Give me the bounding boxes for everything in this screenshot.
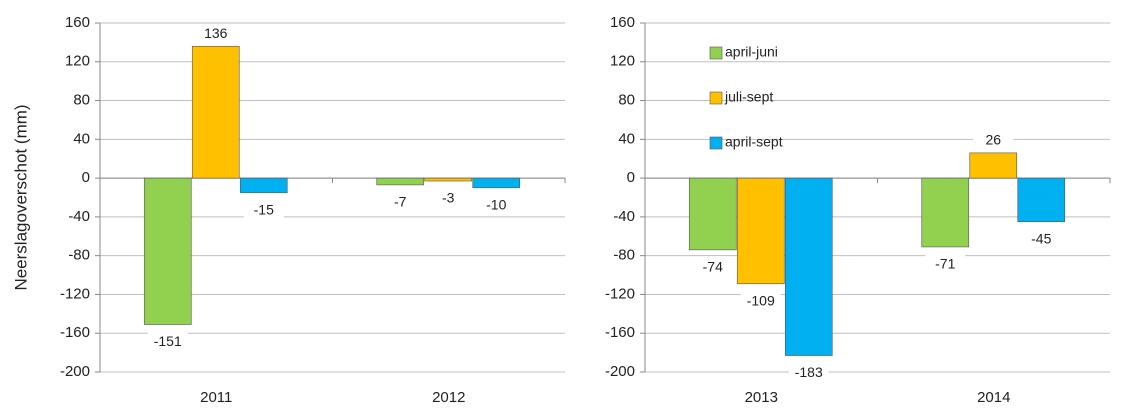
y-tick-label: -160	[60, 324, 90, 341]
bar	[688, 177, 737, 251]
data-label: -151	[154, 333, 182, 349]
y-tick-label: -200	[60, 363, 90, 380]
y-tick-label: 40	[73, 130, 90, 147]
bar	[143, 177, 192, 325]
data-label: -109	[747, 292, 775, 308]
legend-swatch	[709, 136, 723, 150]
data-label: 26	[985, 132, 1001, 148]
y-tick-label: -120	[60, 285, 90, 302]
y-tick-label: 0	[627, 169, 635, 186]
x-tick-label: 2013	[745, 389, 778, 406]
legend-label: april-juni	[725, 44, 778, 60]
label-background	[692, 257, 733, 278]
y-tick-label: -160	[605, 324, 635, 341]
bar	[191, 45, 240, 179]
data-label: -71	[935, 256, 955, 272]
y-tick-label: 40	[618, 130, 635, 147]
data-label: -45	[1031, 230, 1051, 246]
y-tick-label: 120	[610, 53, 635, 70]
label-background	[788, 363, 829, 384]
bar	[376, 177, 425, 186]
bar	[784, 177, 833, 356]
label-background	[973, 130, 1014, 151]
y-tick-label: 0	[82, 169, 90, 186]
y-tick-label: -80	[613, 247, 635, 264]
legend-label: april-sept	[725, 134, 783, 150]
legend-swatch	[709, 46, 723, 60]
label-background	[195, 24, 236, 45]
y-tick-label: 160	[610, 14, 635, 31]
bar	[1017, 177, 1066, 223]
bar	[736, 177, 785, 285]
data-label: -74	[703, 259, 723, 275]
y-tick-label: -40	[613, 208, 635, 225]
legend-label: juli-sept	[724, 89, 773, 105]
label-background	[925, 254, 966, 275]
y-tick-label: -120	[605, 285, 635, 302]
data-label: -7	[394, 194, 407, 210]
legend-swatch	[709, 91, 723, 105]
label-background	[380, 192, 421, 213]
x-tick-label: 2012	[432, 389, 465, 406]
label-background	[428, 189, 469, 210]
x-tick-label: 2011	[200, 389, 232, 406]
y-tick-label: 160	[65, 14, 90, 31]
label-background	[147, 332, 188, 353]
y-tick-label: -40	[68, 208, 90, 225]
label-background	[476, 195, 517, 216]
data-label: -10	[486, 197, 506, 213]
y-tick-label: -200	[605, 363, 635, 380]
bar	[424, 177, 473, 182]
y-axis-label: Neerslagoverschot (mm)	[11, 104, 30, 290]
y-tick-label: 80	[73, 92, 90, 109]
bar	[921, 177, 970, 248]
data-label: -183	[795, 364, 823, 380]
bar	[969, 152, 1018, 179]
y-tick-label: -80	[68, 247, 90, 264]
y-tick-label: 80	[618, 92, 635, 109]
label-background	[243, 200, 284, 221]
bar	[239, 177, 288, 193]
label-background	[1021, 229, 1062, 250]
bar	[472, 177, 521, 189]
label-background	[740, 291, 781, 312]
data-label: 136	[204, 25, 228, 41]
x-tick-label: 2014	[977, 389, 1010, 406]
data-label: -3	[442, 190, 455, 206]
data-label: -15	[254, 201, 274, 217]
y-tick-label: 120	[65, 53, 90, 70]
